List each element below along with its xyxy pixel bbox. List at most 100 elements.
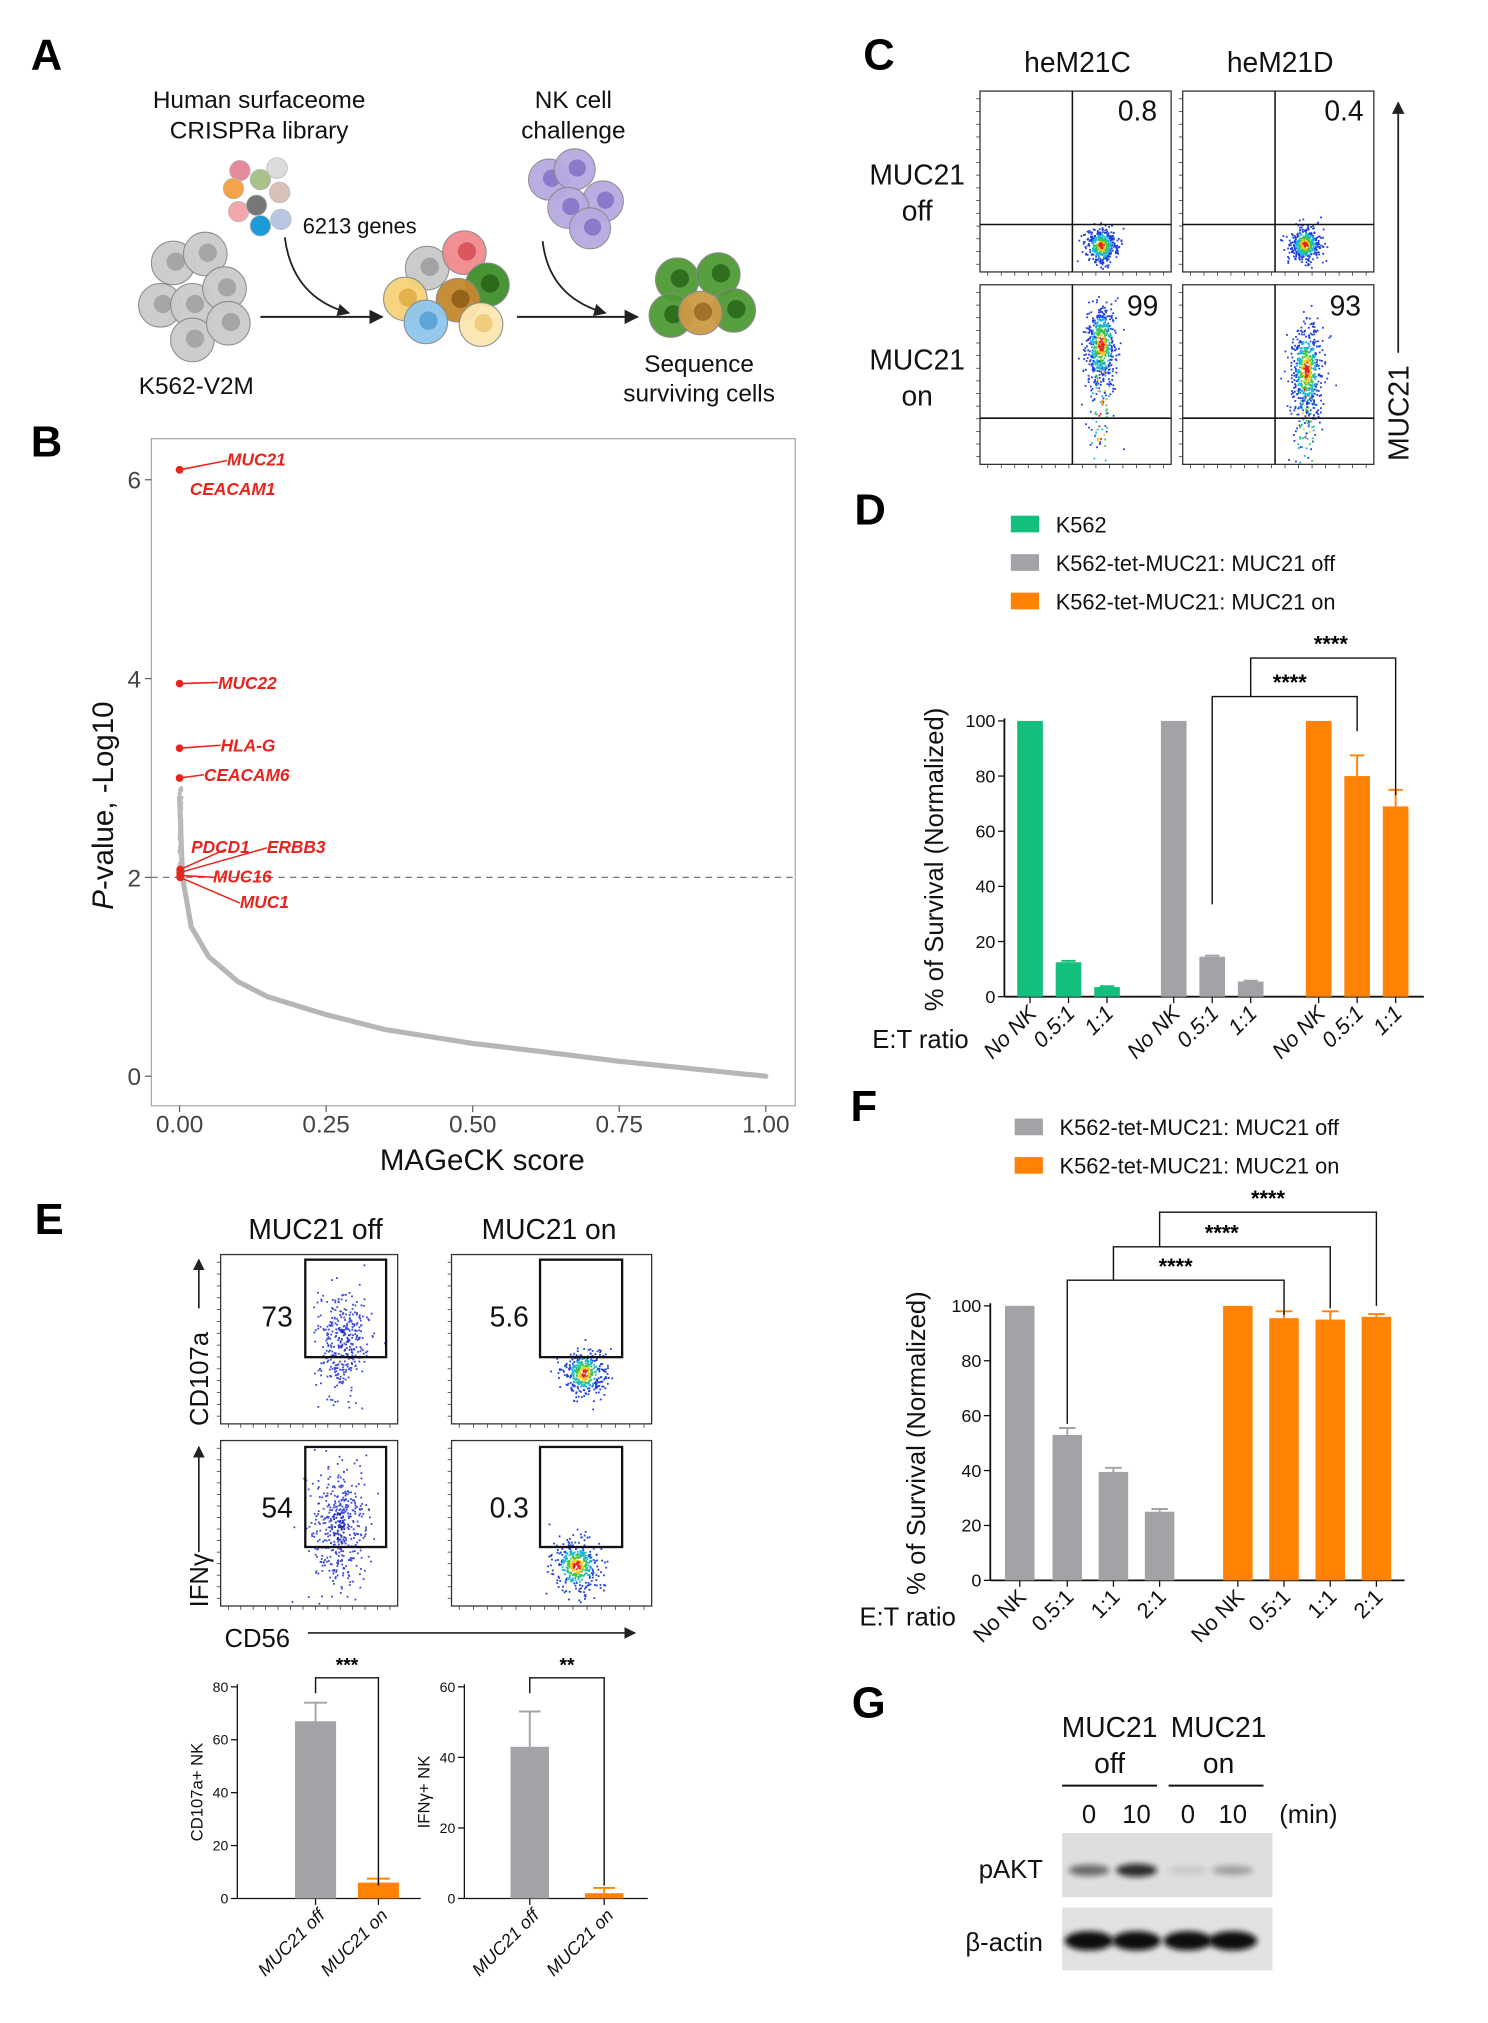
event-dot bbox=[346, 1468, 348, 1471]
event-dot bbox=[330, 1324, 333, 1326]
event-dot bbox=[314, 1329, 317, 1332]
event-dot bbox=[367, 1555, 370, 1558]
event-dot bbox=[346, 1322, 349, 1325]
event-dot bbox=[346, 1353, 349, 1355]
event-dot bbox=[1091, 253, 1094, 256]
event-dot bbox=[1313, 383, 1316, 386]
event-dot bbox=[1106, 346, 1108, 349]
event-dot bbox=[1102, 368, 1105, 371]
event-dot bbox=[1306, 370, 1309, 373]
event-dot bbox=[572, 1389, 575, 1392]
event-dot bbox=[1090, 239, 1093, 242]
event-dot bbox=[1307, 233, 1310, 236]
event-dot bbox=[1311, 385, 1314, 388]
event-dot bbox=[573, 1380, 576, 1383]
event-dot bbox=[1110, 327, 1112, 330]
event-dot bbox=[1088, 229, 1091, 232]
event-dot bbox=[1303, 241, 1306, 244]
event-dot bbox=[1095, 352, 1098, 355]
event-dot bbox=[334, 1371, 336, 1374]
event-dot bbox=[339, 1592, 342, 1594]
event-dot bbox=[1314, 433, 1316, 436]
event-dot bbox=[360, 1477, 363, 1480]
event-dot bbox=[1095, 237, 1098, 240]
event-dot bbox=[1293, 390, 1296, 393]
event-dot bbox=[342, 1550, 345, 1553]
event-dot bbox=[1284, 350, 1287, 353]
event-dot bbox=[326, 1494, 329, 1497]
significance-stars: *** bbox=[336, 1655, 359, 1676]
event-dot bbox=[1105, 309, 1108, 312]
event-dot bbox=[1101, 263, 1104, 266]
y-axis-label: IFNγ bbox=[186, 1553, 214, 1607]
event-dot bbox=[571, 1569, 574, 1571]
event-dot bbox=[352, 1334, 354, 1337]
event-dot bbox=[1321, 428, 1324, 431]
event-dot bbox=[592, 1382, 594, 1385]
event-dot bbox=[566, 1552, 569, 1555]
event-dot bbox=[560, 1368, 562, 1371]
event-dot bbox=[307, 1596, 310, 1599]
event-dot bbox=[582, 1381, 585, 1384]
event-dot bbox=[336, 1364, 339, 1367]
event-dot bbox=[1299, 437, 1302, 440]
event-dot bbox=[1287, 380, 1290, 383]
event-dot bbox=[567, 1375, 570, 1378]
event-dot bbox=[345, 1313, 347, 1316]
event-dot bbox=[1090, 428, 1093, 431]
x-tick-label: 0.5:1 bbox=[1316, 1001, 1368, 1053]
event-dot bbox=[1101, 259, 1103, 262]
event-dot bbox=[1299, 406, 1301, 409]
event-dot bbox=[588, 1575, 591, 1578]
event-dot bbox=[581, 1578, 583, 1581]
event-dot bbox=[1109, 237, 1111, 240]
event-dot bbox=[1099, 231, 1102, 234]
event-dot bbox=[576, 1550, 579, 1553]
gene-label: MUC21 bbox=[227, 450, 286, 470]
event-dot bbox=[1306, 393, 1309, 396]
event-dot bbox=[1098, 360, 1101, 362]
library-label: Human surfaceome bbox=[153, 87, 366, 114]
event-dot bbox=[581, 1561, 584, 1564]
event-dot bbox=[1295, 347, 1298, 350]
event-dot bbox=[361, 1337, 364, 1339]
event-dot bbox=[551, 1569, 554, 1572]
event-dot bbox=[335, 1370, 338, 1373]
gene-label: ERBB3 bbox=[267, 837, 326, 857]
event-dot bbox=[347, 1515, 350, 1518]
bar bbox=[1237, 981, 1264, 997]
event-dot bbox=[1091, 300, 1094, 303]
event-dot bbox=[1099, 310, 1102, 313]
event-dot bbox=[591, 1349, 594, 1352]
event-dot bbox=[550, 1370, 552, 1373]
event-dot bbox=[583, 1373, 586, 1376]
event-dot bbox=[1305, 373, 1308, 376]
event-dot bbox=[604, 1377, 607, 1379]
event-dot bbox=[1098, 344, 1100, 347]
event-dot bbox=[1098, 228, 1101, 230]
event-dot bbox=[1316, 383, 1318, 386]
event-dot bbox=[1310, 261, 1312, 264]
event-dot bbox=[1297, 371, 1300, 373]
event-dot bbox=[609, 1348, 612, 1350]
event-dot bbox=[1104, 346, 1107, 349]
event-dot bbox=[1107, 253, 1110, 256]
event-dot bbox=[1290, 377, 1293, 380]
event-dot bbox=[560, 1561, 563, 1564]
event-dot bbox=[587, 1372, 590, 1375]
event-dot bbox=[591, 1385, 594, 1388]
event-dot bbox=[341, 1338, 343, 1340]
event-dot bbox=[583, 1559, 586, 1562]
event-dot bbox=[1104, 334, 1106, 337]
virus-particle-icon bbox=[268, 181, 291, 204]
event-dot bbox=[349, 1369, 352, 1372]
event-dot bbox=[336, 1532, 339, 1535]
event-dot bbox=[340, 1516, 343, 1519]
event-dot bbox=[598, 1542, 601, 1545]
event-dot bbox=[315, 1518, 317, 1521]
event-dot bbox=[1108, 383, 1111, 386]
event-dot bbox=[1088, 350, 1091, 353]
event-dot bbox=[1302, 376, 1305, 379]
event-dot bbox=[594, 1584, 596, 1586]
event-dot bbox=[1307, 351, 1310, 354]
